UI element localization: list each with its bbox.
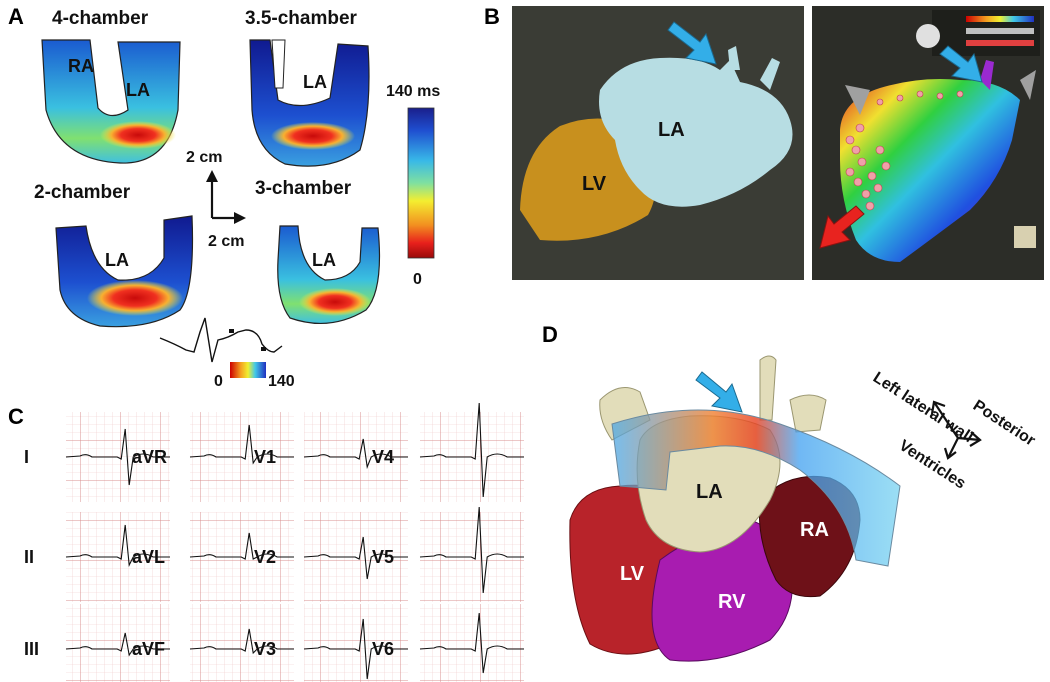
colorbar: 140 ms 0 (386, 83, 440, 288)
ecg-trace-v5 (419, 506, 524, 594)
ecg-trace-ii (65, 524, 170, 567)
orientation-ventricles: Ventricles (896, 437, 969, 492)
ecg-scale-max: 140 (268, 373, 295, 390)
orientation-left-lateral-wall: Left lateral wall (870, 369, 976, 446)
panel-b-letter: B (484, 4, 500, 29)
view-3-5-chamber: LA (249, 39, 370, 167)
ecg-trace-iii (65, 632, 170, 657)
anatomy-model-image: LA LV (512, 6, 804, 280)
ecg-grid-v6 (420, 604, 524, 682)
ecg-lead-label-iii: III (24, 639, 39, 659)
ecg-trace-avr (189, 424, 294, 465)
view-3-chamber: LA (277, 225, 381, 325)
view-title-2-chamber: 2-chamber (34, 182, 131, 203)
ecg-scale-min: 0 (214, 373, 223, 390)
ecg-lead-label-v5: V5 (372, 547, 394, 567)
ecg-lead-label-v1: V1 (254, 447, 276, 467)
ecg-snippet: 0 140 (159, 317, 295, 390)
label-lv-3d: LV (620, 563, 645, 585)
ecg-grid-v3 (304, 604, 408, 682)
ecg-trace-avf (189, 628, 294, 655)
panel-a-letter: A (8, 4, 24, 29)
label-la-3ch: LA (312, 250, 336, 270)
panel-b: B LA LV (484, 4, 1044, 280)
ecg-trace-v2 (303, 536, 408, 580)
label-la-3-5ch: LA (303, 72, 327, 92)
label-la-3d: LA (696, 481, 723, 503)
ecg-trace-v4 (419, 402, 524, 498)
ecg-trace-i (65, 428, 170, 486)
ecg-lead-label-avf: aVF (132, 639, 165, 659)
label-la-4ch: LA (126, 80, 150, 100)
panel-a: A 4-chamber RA LA 3.5-chamber LA 2-chamb… (8, 4, 440, 390)
arrow-blue-d (695, 371, 743, 413)
label-la-model: LA (658, 119, 685, 141)
label-ra-4ch: RA (68, 56, 94, 76)
colorbar-min-label: 0 (413, 271, 422, 288)
label-la-2ch: LA (105, 250, 129, 270)
colorbar-max-label: 140 ms (386, 83, 440, 100)
view-title-3-chamber: 3-chamber (255, 178, 352, 199)
panel-d-letter: D (542, 322, 558, 347)
scale-vertical-label: 2 cm (186, 149, 222, 166)
ecg-lead-label-avl: aVL (132, 547, 165, 567)
ecg-lead-label-v6: V6 (372, 639, 394, 659)
arrow-red-b (819, 205, 865, 249)
scale-bar: 2 cm 2 cm (186, 149, 246, 250)
ecg-lead-label-v4: V4 (372, 447, 394, 467)
ecg-lead-label-avr: aVR (132, 447, 167, 467)
orientation-compass: Left lateral wall Posterior Ventricles (870, 369, 1038, 492)
view-title-4-chamber: 4-chamber (52, 8, 149, 29)
ecg-grid-avf (190, 604, 294, 682)
ablation-points (845, 90, 964, 211)
label-rv-3d: RV (718, 591, 746, 613)
ecg-lead-label-v2: V2 (254, 547, 276, 567)
label-lv-model: LV (582, 173, 607, 195)
view-title-3-5-chamber: 3.5-chamber (245, 8, 358, 29)
panel-c-letter: C (8, 404, 24, 429)
ecg-lead-label-i: I (24, 447, 29, 467)
orientation-posterior: Posterior (970, 397, 1038, 450)
activation-map-image (812, 6, 1044, 280)
scale-horizontal-label: 2 cm (208, 233, 244, 250)
arrow-blue-b-left (667, 21, 717, 65)
ecg-grid-iii (66, 604, 170, 682)
ecg-lead-label-ii: II (24, 547, 34, 567)
view-2-chamber: LA (55, 215, 194, 328)
arrow-blue-b-right (939, 45, 983, 83)
ecg-trace-v1 (303, 438, 408, 470)
cardiac-3d-model: LA LV RV RA (569, 355, 901, 662)
panel-d: D LA LV RV RA Left lateral wall (542, 322, 1038, 662)
view-4-chamber: RA LA (41, 39, 181, 164)
ecg-trace-v3 (303, 618, 408, 680)
label-ra-3d: RA (800, 519, 829, 541)
ecg-trace-avl (189, 532, 294, 560)
ecg-lead-label-v3: V3 (254, 639, 276, 659)
ecg-trace-v6 (419, 612, 524, 674)
